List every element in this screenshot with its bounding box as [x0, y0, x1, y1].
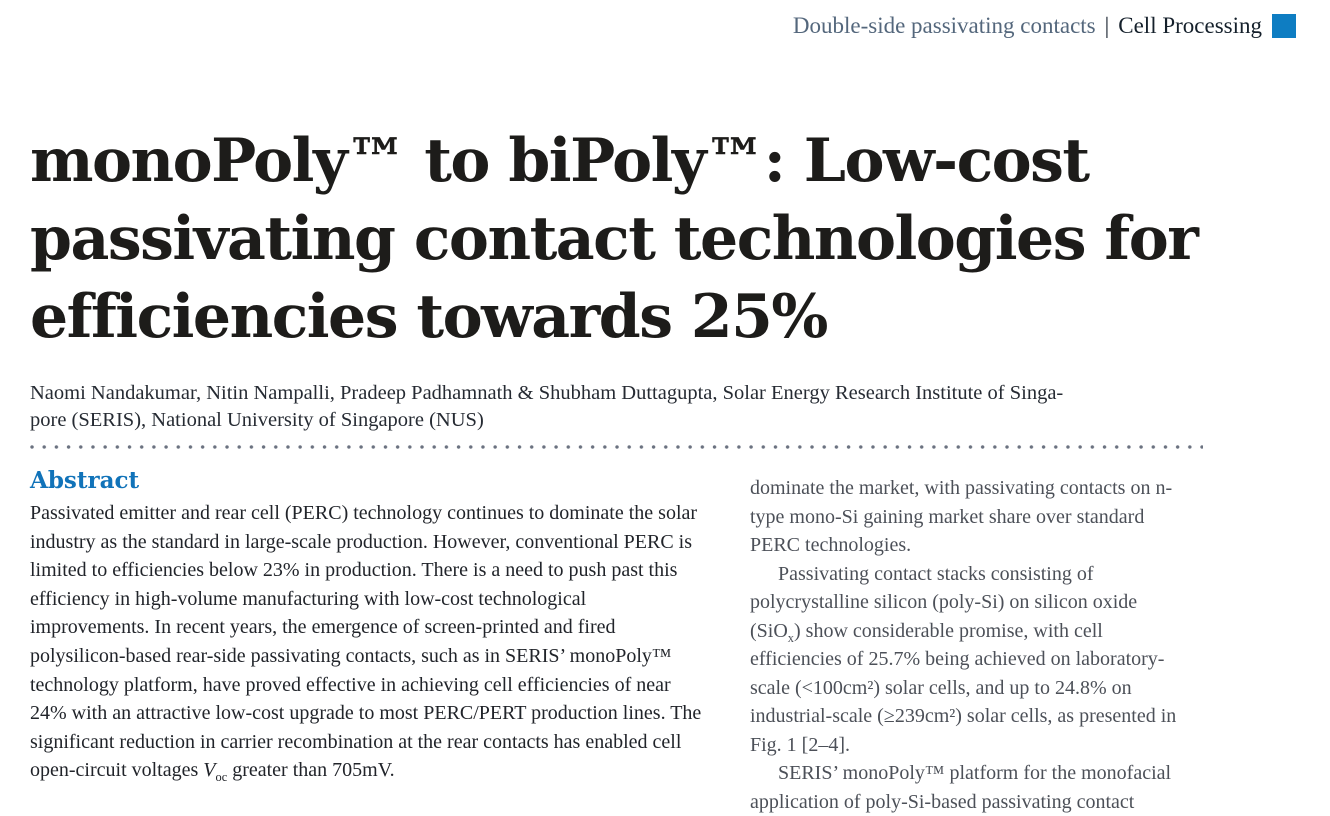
abstract-text-pre: Passivated emitter and rear cell (PERC) …: [30, 502, 702, 782]
abstract-heading: Abstract: [30, 467, 140, 494]
content-columns: Abstract Passivated emitter and rear cel…: [30, 467, 1195, 813]
body-paragraph-1: dominate the market, with passivating co…: [750, 477, 1173, 556]
body-paragraph-2: Passivating contact stacks consisting of…: [750, 560, 1190, 760]
voc-symbol: Voc: [203, 759, 228, 785]
authors-line-2: pore (SERIS), National University of Sin…: [30, 408, 484, 431]
title-line-1: monoPoly™ to biPoly™: Low-cost: [30, 126, 1090, 196]
dotted-divider: [30, 445, 1203, 449]
abstract-text-post: greater than 705mV.: [227, 759, 395, 782]
authors-line-1: Naomi Nandakumar, Nitin Nampalli, Pradee…: [30, 382, 1064, 404]
body-paragraph-3: SERIS’ monoPoly™ platform for the monofa…: [750, 762, 1172, 813]
abstract-column: Abstract Passivated emitter and rear cel…: [30, 467, 708, 785]
title-line-3: efficiencies towards 25%: [30, 282, 828, 352]
abstract-text: Passivated emitter and rear cell (PERC) …: [30, 499, 708, 785]
title-line-2: passivating contact technologies for: [30, 204, 1199, 274]
siox-subscript: x: [787, 630, 794, 645]
header-category: Double-side passivating contacts: [792, 13, 1096, 38]
header-section: Cell Processing: [1118, 13, 1262, 38]
paragraph-2-post: ) show considerable promise, with cell e…: [750, 619, 1177, 756]
header-separator: |: [1104, 13, 1110, 38]
article-title: monoPoly™ to biPoly™: Low-cost passivati…: [30, 122, 1199, 356]
page-header: Double-side passivating contacts | Cell …: [793, 13, 1296, 39]
body-text-column: dominate the market, with passivating co…: [750, 474, 1190, 816]
header-accent-square: [1272, 14, 1296, 38]
voc-letter: V: [203, 759, 216, 782]
voc-subscript: oc: [215, 770, 228, 785]
article-authors: Naomi Nandakumar, Nitin Nampalli, Pradee…: [30, 380, 1063, 433]
paragraph-2-pre: Passivating contact stacks consisting of…: [750, 562, 1138, 642]
